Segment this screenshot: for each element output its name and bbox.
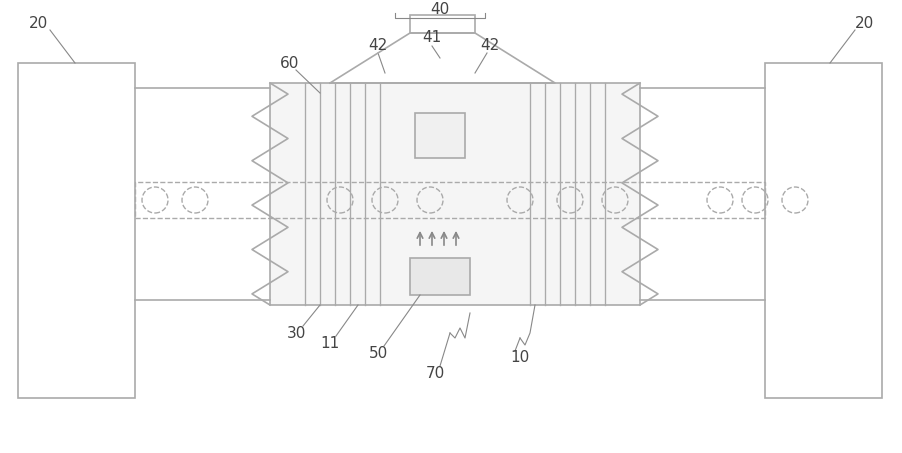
Text: 11: 11: [320, 336, 340, 351]
Text: 42: 42: [481, 38, 500, 53]
Text: 42: 42: [368, 38, 388, 53]
Bar: [410, 258, 470, 295]
Text: 30: 30: [288, 326, 307, 341]
Text: 20: 20: [28, 15, 48, 30]
Text: 41: 41: [422, 30, 442, 45]
Text: 40: 40: [430, 3, 449, 18]
Text: 20: 20: [855, 15, 875, 30]
Text: 60: 60: [281, 56, 299, 71]
Bar: [18, 63, 135, 398]
Text: 50: 50: [368, 346, 388, 361]
Bar: [410, 15, 475, 33]
Text: 70: 70: [426, 366, 445, 381]
Bar: [270, 83, 640, 305]
Bar: [415, 113, 465, 158]
Bar: [765, 63, 882, 398]
Bar: [135, 182, 765, 218]
Text: 10: 10: [511, 351, 529, 366]
